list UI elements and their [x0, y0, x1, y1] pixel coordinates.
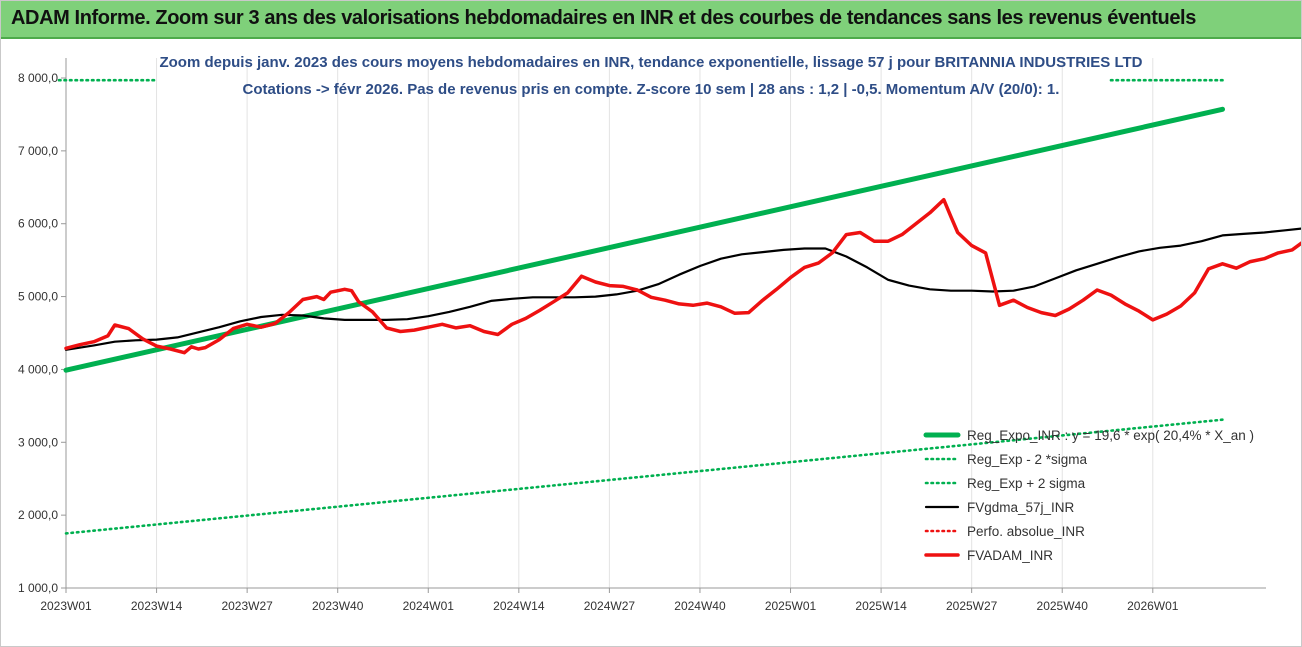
series-lines: [57, 78, 1301, 535]
x-tick-label: 2025W40: [1037, 599, 1089, 613]
y-tick-label: 5 000,0: [18, 290, 58, 304]
legend-label: Perfo. absolue_INR: [967, 524, 1085, 539]
chart-titles: Zoom depuis janv. 2023 des cours moyens …: [159, 54, 1142, 98]
x-tick-label: 2025W01: [765, 599, 817, 613]
y-tick-label: 6 000,0: [18, 217, 58, 231]
y-tick-label: 2 000,0: [18, 508, 58, 522]
y-tick-label: 1 000,0: [18, 581, 58, 595]
series-line-fvgdma-57j-inr: [64, 227, 1301, 351]
legend-label: Reg_Exp + 2 sigma: [967, 476, 1086, 491]
y-tick-label: 3 000,0: [18, 435, 58, 449]
chart-title: Zoom depuis janv. 2023 des cours moyens …: [159, 54, 1142, 71]
report-banner: ADAM Informe. Zoom sur 3 ans des valoris…: [1, 1, 1301, 39]
banner-title: ADAM Informe. Zoom sur 3 ans des valoris…: [11, 7, 1196, 29]
x-tick-label: 2023W27: [221, 599, 273, 613]
legend-label: Reg_Exp - 2 *sigma: [967, 452, 1088, 467]
x-tick-label: 2026W01: [1127, 599, 1179, 613]
x-tick-label: 2025W14: [855, 599, 907, 613]
line-chart: 2023W01 2023W14 2023W27 2023W40 2024W01 2024W…: [1, 39, 1301, 646]
legend: Reg_Expo_INR : y = 19,6 * exp( 20,4% * X…: [923, 428, 1254, 563]
x-tick-label: 2023W40: [312, 599, 364, 613]
y-tick-label: 7 000,0: [18, 144, 58, 158]
x-tick-label: 2024W27: [584, 599, 636, 613]
legend-label: FVADAM_INR: [967, 548, 1053, 563]
x-tick-label: 2023W01: [40, 599, 92, 613]
axes: 2023W01 2023W14 2023W27 2023W40 2024W01 2024W…: [18, 58, 1266, 613]
y-tick-label: 4 000,0: [18, 362, 58, 376]
x-tick-label: 2024W40: [674, 599, 726, 613]
x-tick-label: 2024W01: [403, 599, 455, 613]
y-tick-label: 8 000,0: [18, 71, 58, 85]
x-tick-label: 2023W14: [131, 599, 183, 613]
x-tick-label: 2025W27: [946, 599, 998, 613]
chart-subtitle: Cotations -> févr 2026. Pas de revenus p…: [243, 81, 1060, 98]
legend-label: FVgdma_57j_INR: [967, 500, 1075, 515]
x-tick-label: 2024W14: [493, 599, 545, 613]
series-line-reg-exp-2-sigma: [64, 418, 1224, 535]
series-line-fvadam-inr: [64, 197, 1301, 355]
legend-label: Reg_Expo_INR : y = 19,6 * exp( 20,4% * X…: [967, 428, 1254, 443]
